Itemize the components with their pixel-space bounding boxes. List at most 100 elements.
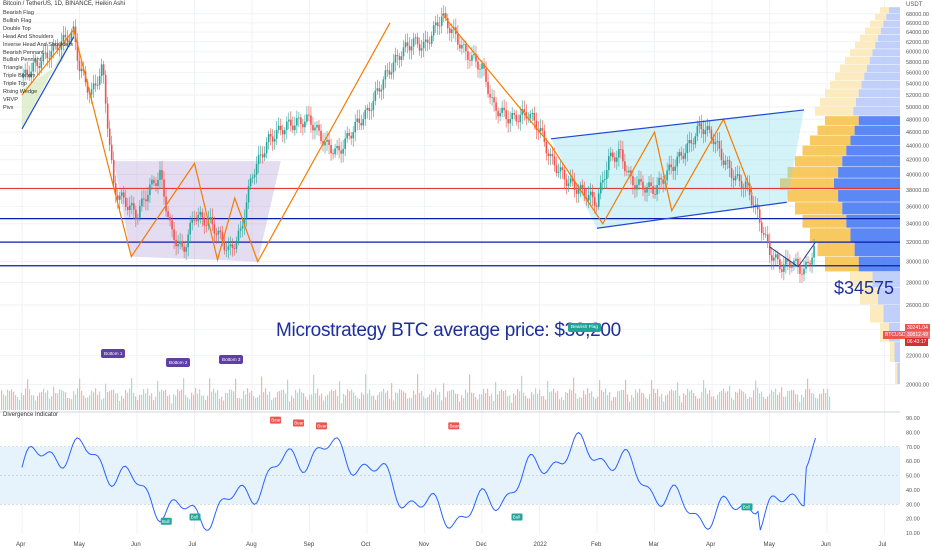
candle-body [259, 154, 262, 156]
volume-bar [135, 396, 137, 410]
candle-body [181, 241, 183, 247]
volume-bar [753, 390, 755, 410]
volume-bar [249, 392, 251, 410]
volume-bar [113, 389, 115, 410]
candle-body [513, 113, 515, 115]
candle-body [241, 225, 244, 229]
volume-bar [177, 389, 179, 410]
volume-bar [67, 397, 69, 410]
candle-body [213, 224, 216, 234]
volume-bar [101, 399, 103, 410]
volume-profile-bar [815, 106, 854, 116]
volume-profile-bar [850, 228, 900, 242]
x-tick-label: 2022 [534, 542, 548, 548]
candle-body [811, 257, 813, 265]
volume-bar [751, 397, 753, 410]
volume-bar [507, 396, 509, 410]
volume-bar [581, 397, 583, 410]
volume-bar [735, 391, 737, 410]
volume-bar [157, 380, 159, 410]
volume-profile-bar [842, 202, 900, 215]
candle-body [390, 72, 393, 75]
volume-bar [405, 392, 407, 410]
volume-bar [513, 393, 515, 410]
signal-label: Bull [191, 514, 199, 519]
volume-bar [39, 392, 41, 410]
candle-body [402, 47, 405, 57]
volume-bar [185, 395, 187, 410]
pattern-legend: Bearish Flag Bullish Flag Double Top Head A… [3, 10, 73, 113]
volume-profile-bar [856, 97, 900, 107]
volume-profile-bar [825, 256, 859, 272]
volume-profile-bar [894, 342, 900, 363]
volume-bar [443, 383, 445, 410]
candle-body [626, 171, 628, 173]
volume-bar [465, 389, 467, 410]
volume-profile-bar [880, 27, 900, 35]
volume-bar [73, 391, 75, 410]
candle-body [231, 244, 234, 249]
volume-bar [383, 388, 385, 410]
signal-badge [741, 503, 753, 511]
volume-bar [195, 388, 197, 410]
candle-body [732, 178, 735, 181]
volume-bar [69, 398, 71, 410]
volume-bar [499, 391, 501, 410]
volume-bar [229, 389, 231, 410]
volume-profile-bar [834, 178, 900, 190]
candle-body [54, 43, 57, 45]
volume-bar [623, 390, 625, 410]
volume-bar [785, 396, 787, 410]
candle-body [491, 97, 493, 99]
volume-bar [137, 400, 139, 410]
volume-bar [199, 389, 201, 410]
volume-bar [377, 395, 379, 410]
volume-bar [367, 393, 369, 410]
volume-bar [723, 388, 725, 410]
volume-bar [127, 392, 129, 410]
candle-body [316, 124, 318, 128]
candle-body [326, 139, 328, 142]
volume-bar [233, 391, 235, 410]
volume-profile-bar [867, 64, 900, 73]
candle-body [163, 179, 165, 197]
volume-profile-bar [895, 362, 898, 384]
volume-bar [619, 390, 621, 410]
candle-body [620, 149, 622, 150]
volume-bar [23, 395, 25, 410]
y-tick-label: 34000.00 [906, 222, 929, 228]
indicator-line [21, 431, 816, 531]
candle-body [382, 79, 385, 90]
candle-body [68, 40, 71, 43]
signal-label: Bull [513, 514, 521, 519]
candle-body [686, 143, 689, 153]
candle-body [710, 129, 713, 139]
volume-bar [533, 394, 535, 410]
candle-body [569, 178, 572, 184]
x-tick-label: Jun [821, 542, 831, 548]
volume-bar [311, 394, 313, 410]
candle-body [622, 149, 624, 162]
candle-body [253, 174, 256, 178]
volume-bar [709, 389, 711, 410]
volume-profile-bar [846, 145, 900, 156]
volume-bar [691, 389, 693, 410]
volume-bar [425, 398, 427, 410]
volume-bar [247, 388, 249, 410]
volume-profile-bar [883, 304, 900, 323]
candle-body [523, 109, 526, 113]
candle-body [201, 211, 204, 218]
volume-bar [819, 393, 821, 410]
volume-bar [455, 393, 457, 410]
candle-body [251, 177, 254, 179]
candle-body [372, 100, 375, 111]
candle-body [153, 179, 155, 184]
candle-body [36, 60, 39, 67]
volume-profile-bar [838, 167, 900, 178]
y-tick-label: 54000.00 [906, 82, 929, 88]
volume-profile-bar [870, 304, 884, 323]
volume-bar [437, 394, 439, 410]
volume-bar [41, 391, 43, 410]
volume-bar [439, 391, 441, 410]
volume-bar [261, 376, 263, 410]
